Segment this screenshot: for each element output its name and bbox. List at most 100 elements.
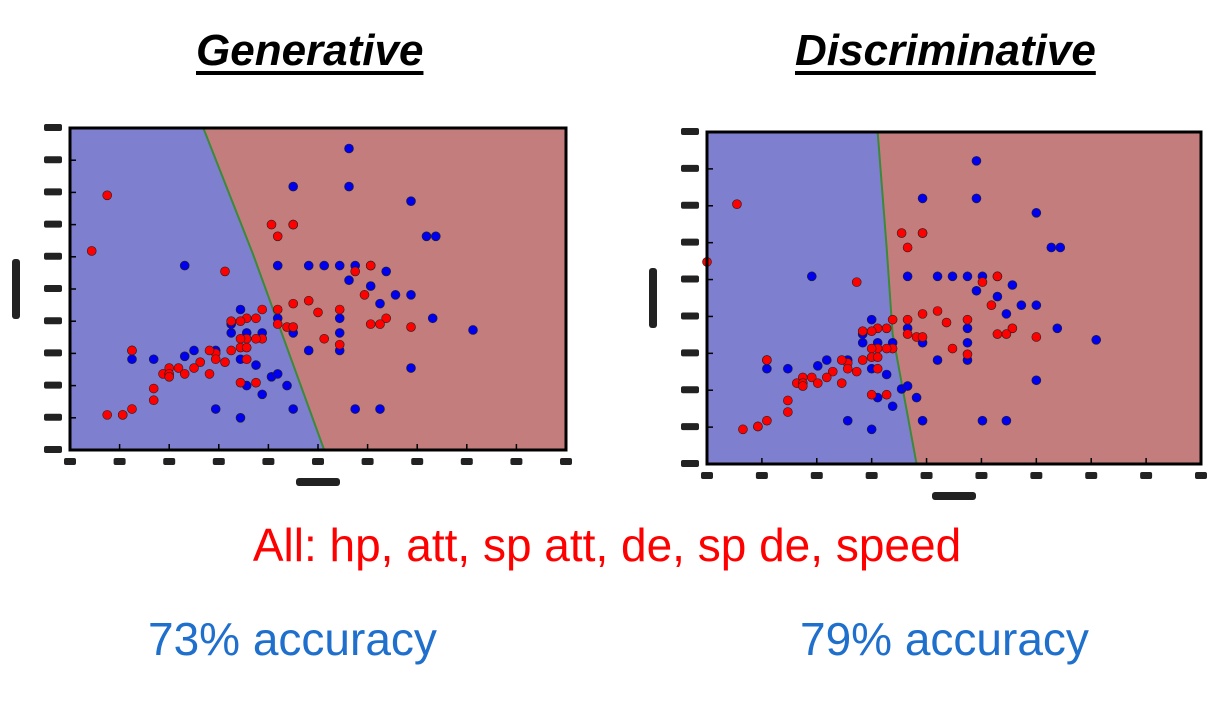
x-axis-label xyxy=(296,478,340,486)
red-data-point xyxy=(251,313,261,324)
discriminative-accuracy: 79% accuracy xyxy=(800,613,1089,665)
red-data-point xyxy=(783,395,793,406)
blue-data-point xyxy=(210,404,221,414)
blue-data-point xyxy=(375,404,385,414)
red-data-point xyxy=(266,219,277,230)
blue-data-point xyxy=(911,392,922,403)
red-data-point xyxy=(866,343,877,354)
blue-data-point xyxy=(866,314,877,325)
x-tick-label xyxy=(865,472,878,479)
red-data-point xyxy=(173,363,184,373)
red-data-point xyxy=(220,357,230,367)
red-data-point xyxy=(381,313,392,324)
blue-data-point xyxy=(235,304,246,315)
red-data-point xyxy=(334,339,345,350)
blue-data-point xyxy=(1052,323,1063,334)
y-tick-label xyxy=(44,220,62,228)
red-data-point xyxy=(962,314,973,325)
red-data-point xyxy=(235,333,246,344)
red-data-point xyxy=(836,355,847,365)
red-data-point xyxy=(272,304,283,315)
blue-data-point xyxy=(334,328,345,338)
blue-data-point xyxy=(272,369,283,379)
red-data-point xyxy=(762,415,772,426)
generative-scatter-plot xyxy=(12,124,572,486)
red-data-point xyxy=(241,342,252,353)
red-data-point xyxy=(902,314,913,325)
red-data-point xyxy=(986,300,997,311)
x-tick-label xyxy=(975,472,988,479)
blue-data-point xyxy=(148,354,159,365)
red-data-point xyxy=(947,343,958,354)
x-tick-label xyxy=(810,472,823,479)
x-tick-label xyxy=(1195,472,1207,479)
blue-data-point xyxy=(189,345,199,356)
x-tick-label xyxy=(113,458,126,465)
blue-data-point xyxy=(226,328,236,338)
red-data-point xyxy=(783,407,793,417)
blue-data-point xyxy=(932,355,943,365)
red-data-point xyxy=(148,383,159,394)
x-tick-label xyxy=(701,472,713,479)
blue-data-point xyxy=(344,275,354,286)
blue-data-point xyxy=(334,313,345,324)
blue-data-point xyxy=(365,281,376,291)
blue-data-point xyxy=(406,196,416,206)
red-data-point xyxy=(872,352,883,362)
red-data-point xyxy=(350,266,361,277)
red-data-point xyxy=(857,326,868,336)
blue-data-point xyxy=(319,260,330,271)
decision-boundary xyxy=(202,127,326,451)
x-tick-label xyxy=(920,472,933,479)
blue-data-point xyxy=(887,401,898,412)
blue-data-point xyxy=(857,337,868,348)
blue-data-point xyxy=(421,231,432,242)
red-data-point xyxy=(210,354,221,365)
red-data-point xyxy=(127,345,137,356)
y-tick-label xyxy=(44,446,62,453)
red-data-point xyxy=(872,363,883,374)
y-tick-label xyxy=(44,156,62,164)
red-data-point xyxy=(319,333,330,344)
red-data-point xyxy=(313,307,323,318)
red-data-point xyxy=(235,377,246,388)
x-tick-label xyxy=(560,458,572,465)
x-tick-label xyxy=(64,458,76,465)
red-data-point xyxy=(359,290,370,300)
red-data-point xyxy=(257,304,268,315)
y-tick-label xyxy=(44,124,62,131)
red-data-point xyxy=(226,345,236,356)
red-data-point xyxy=(102,410,112,420)
blue-data-point xyxy=(962,271,973,282)
blue-data-point xyxy=(257,389,268,400)
blue-data-point xyxy=(344,181,354,192)
y-tick-label xyxy=(681,238,699,246)
red-data-point xyxy=(866,389,877,400)
red-data-point xyxy=(917,332,928,342)
discriminative-title: Discriminative xyxy=(795,26,1096,75)
red-data-point xyxy=(902,242,913,253)
blue-region xyxy=(707,132,917,464)
blue-data-point xyxy=(806,271,817,282)
red-data-point xyxy=(226,316,236,326)
blue-data-point xyxy=(406,290,416,300)
blue-data-point xyxy=(235,412,246,423)
red-data-point xyxy=(851,366,862,377)
x-tick-label xyxy=(262,458,275,465)
y-tick-label xyxy=(44,285,62,292)
plot-frame xyxy=(705,130,1203,466)
red-data-point xyxy=(288,298,299,309)
red-data-point xyxy=(235,316,246,326)
red-data-point xyxy=(365,319,376,329)
red-data-point xyxy=(866,326,877,336)
blue-data-point xyxy=(1001,415,1012,426)
blue-data-point xyxy=(303,345,314,356)
x-tick-label xyxy=(212,458,225,465)
red-data-point xyxy=(738,424,748,435)
decision-boundary xyxy=(876,131,918,465)
blue-data-point xyxy=(762,363,772,374)
red-data-point xyxy=(798,381,808,391)
blue-data-point xyxy=(977,415,988,426)
x-tick-label xyxy=(1030,472,1043,479)
blue-data-point xyxy=(1007,280,1018,290)
